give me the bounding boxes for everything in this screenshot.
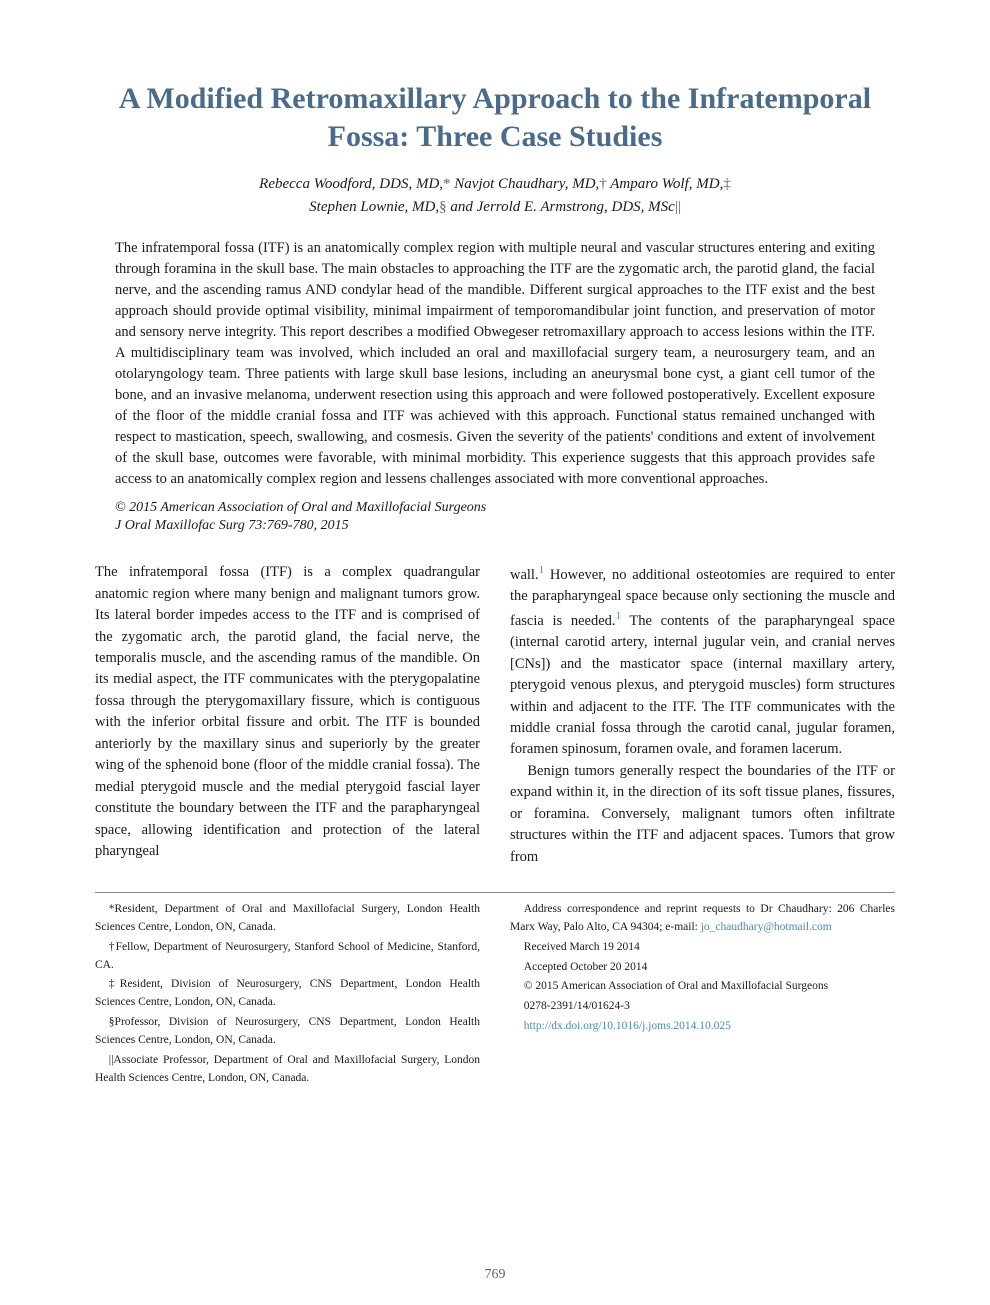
doi-link[interactable]: http://dx.doi.org/10.1016/j.joms.2014.10… [524,1020,731,1032]
correspondence-address: Address correspondence and reprint reque… [510,901,895,937]
affiliation-2: †Fellow, Department of Neurosurgery, Sta… [95,939,480,975]
affiliation-4: §Professor, Division of Neurosurgery, CN… [95,1014,480,1050]
abstract-text: The infratemporal fossa (ITF) is an anat… [115,238,875,490]
affiliation-3: ‡Resident, Division of Neurosurgery, CNS… [95,976,480,1012]
footnotes-block: *Resident, Department of Oral and Maxill… [95,892,895,1089]
correspondence-email-link[interactable]: jo_chaudhary@hotmail.com [701,921,832,933]
body-para-1-cont: wall.1 However, no additional osteotomie… [510,562,895,761]
footnotes-right: Address correspondence and reprint reque… [510,901,895,1089]
accepted-date: Accepted October 20 2014 [510,959,895,977]
author-mark-5: || [675,199,681,215]
body-para-1: The infratemporal fossa (ITF) is a compl… [95,562,480,862]
author-mark-1: * [443,176,451,192]
article-title: A Modified Retromaxillary Approach to th… [95,80,895,155]
author-mark-4: § [439,199,447,215]
body-column-left: The infratemporal fossa (ITF) is a compl… [95,562,480,868]
journal-citation: J Oral Maxillofac Surg 73:769-780, 2015 [115,518,875,534]
copyright-footer: © 2015 American Association of Oral and … [510,978,895,996]
author-1: Rebecca Woodford, DDS, MD, [259,176,443,192]
affiliation-1: *Resident, Department of Oral and Maxill… [95,901,480,937]
author-4: Stephen Lownie, MD, [309,199,439,215]
authors-line-2: Stephen Lownie, MD,§ and Jerrold E. Arms… [95,196,895,219]
copyright-line: © 2015 American Association of Oral and … [115,500,875,516]
body-text-c: The contents of the parapharyngeal space… [510,613,895,758]
authors-line-1: Rebecca Woodford, DDS, MD,* Navjot Chaud… [95,173,895,196]
authors-block: Rebecca Woodford, DDS, MD,* Navjot Chaud… [95,173,895,218]
author-mark-3: ‡ [723,176,731,192]
body-columns: The infratemporal fossa (ITF) is a compl… [95,562,895,868]
author-2: Navjot Chaudhary, MD, [454,176,599,192]
footnotes-left: *Resident, Department of Oral and Maxill… [95,901,480,1089]
affiliation-5: ||Associate Professor, Department of Ora… [95,1052,480,1088]
body-column-right: wall.1 However, no additional osteotomie… [510,562,895,868]
received-date: Received March 19 2014 [510,939,895,957]
body-text-a: wall. [510,567,539,583]
page-number: 769 [0,1267,990,1283]
author-3: Amparo Wolf, MD, [610,176,723,192]
author-mark-2: † [599,176,607,192]
body-para-2: Benign tumors generally respect the boun… [510,761,895,868]
doi-line: http://dx.doi.org/10.1016/j.joms.2014.10… [510,1018,895,1036]
author-5: and Jerrold E. Armstrong, DDS, MSc [450,199,674,215]
issn-line: 0278-2391/14/01624-3 [510,998,895,1016]
